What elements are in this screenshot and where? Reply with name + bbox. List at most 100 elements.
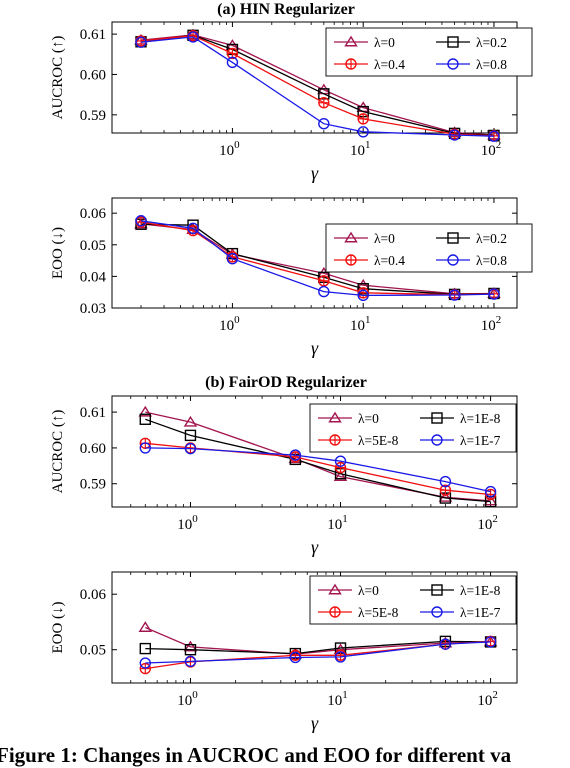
data-point	[226, 56, 239, 69]
legend-label: λ=0.2	[476, 35, 507, 50]
x-tick-label: 100	[219, 314, 240, 334]
data-point	[488, 130, 500, 142]
legend-marker	[345, 58, 357, 70]
data-point	[183, 415, 198, 427]
y-axis-label: EOO (↓)	[50, 227, 66, 279]
legend-label: λ=0.4	[374, 253, 405, 268]
series-line	[145, 641, 491, 664]
plot-frame	[111, 21, 518, 134]
x-tick-label: 102	[477, 513, 498, 533]
data-point	[187, 222, 199, 235]
data-point	[184, 644, 197, 656]
series-line	[145, 640, 491, 655]
legend: λ=0 λ=0.2 λ=0.4 λ=0.8	[325, 223, 533, 273]
y-tick-label: 0.60	[80, 67, 106, 83]
y-axis-label: AUCROC (↑)	[50, 36, 66, 120]
data-point	[488, 288, 500, 300]
legend-label: λ=5E-8	[358, 433, 399, 448]
x-tick-label: 102	[477, 689, 498, 709]
x-tick-label: 101	[350, 139, 371, 159]
plot-frame	[111, 571, 518, 684]
x-tick-label: 102	[481, 314, 502, 334]
section-title-a: (a) HIN Regularizer	[217, 1, 355, 18]
legend-marker	[329, 606, 341, 618]
legend-label: λ=5E-8	[358, 605, 399, 620]
data-point	[357, 126, 369, 138]
data-point	[135, 36, 147, 48]
y-tick-label: 0.59	[80, 108, 106, 124]
legend-marker	[431, 606, 443, 618]
data-point	[289, 649, 302, 661]
legend-box	[309, 575, 517, 625]
legend-box	[325, 27, 533, 77]
legend-marker	[344, 35, 358, 47]
legend-label: λ=0	[358, 411, 379, 426]
legend: λ=0 λ=1E-8 λ=5E-8 λ=1E-7	[309, 403, 517, 453]
plot-frame	[111, 395, 518, 508]
chart-fairod-eoo: 100 101 102 0.05 0.06 γ EOO (↓) λ=0 λ=1E-8 λ=5E-8…	[50, 571, 518, 733]
data-point	[333, 470, 348, 482]
data-point	[184, 442, 197, 455]
data-point	[334, 461, 347, 474]
x-tick-label: 101	[327, 513, 348, 533]
data-point	[334, 455, 347, 467]
legend-label: λ=1E-7	[460, 433, 501, 448]
legend-marker	[328, 583, 342, 595]
y-axis-label: EOO (↓)	[50, 601, 66, 653]
data-point	[187, 31, 199, 43]
legend-marker	[328, 411, 342, 423]
data-point	[184, 655, 197, 668]
legend-label: λ=1E-8	[460, 583, 501, 598]
x-axis-label: γ	[311, 537, 319, 557]
data-point	[318, 275, 330, 287]
figure-caption: Figure 1: Changes in AUCROC and EOO for …	[0, 743, 512, 767]
legend-label: λ=0.2	[476, 231, 507, 246]
legend-marker	[447, 36, 459, 48]
x-tick-label: 101	[350, 314, 371, 334]
series-line	[140, 36, 495, 137]
y-tick-label: 0.05	[80, 643, 106, 659]
legend-marker	[447, 232, 459, 244]
series-line	[145, 447, 491, 493]
series-line	[140, 220, 495, 297]
legend-marker	[447, 254, 459, 266]
y-tick-label: 0.61	[80, 405, 106, 421]
y-axis-label: AUCROC (↑)	[50, 410, 66, 494]
legend-marker	[447, 58, 459, 70]
x-tick-label: 101	[327, 689, 348, 709]
data-point	[448, 289, 461, 301]
data-point	[139, 642, 151, 655]
y-tick-label: 0.03	[80, 301, 106, 317]
legend: λ=0 λ=0.2 λ=0.4 λ=0.8	[325, 27, 533, 77]
x-tick-label: 100	[177, 513, 198, 533]
chart-hin-aucroc: 100 101 102 0.59 0.60 0.61 γ AUCROC (↑) λ=0 λ=0.2…	[50, 21, 533, 183]
data-point	[139, 442, 151, 454]
data-point	[357, 113, 369, 125]
legend-label: λ=0.4	[374, 57, 405, 72]
data-point	[138, 405, 153, 417]
legend-label: λ=0.8	[476, 253, 507, 268]
legend-label: λ=0	[358, 583, 379, 598]
legend: λ=0 λ=1E-8 λ=5E-8 λ=1E-7	[309, 575, 517, 625]
data-point	[184, 429, 197, 442]
x-tick-label: 100	[219, 139, 240, 159]
series-line	[145, 442, 491, 496]
data-point	[135, 215, 147, 227]
legend-label: λ=1E-7	[460, 605, 501, 620]
data-point	[226, 252, 239, 265]
data-point	[183, 640, 198, 652]
legend-label: λ=0	[374, 231, 395, 246]
series-line	[145, 418, 491, 503]
data-point	[484, 636, 497, 648]
legend-marker	[431, 584, 443, 596]
legend-box	[309, 403, 517, 453]
legend-label: λ=1E-8	[460, 411, 501, 426]
x-axis-label: γ	[311, 163, 319, 183]
legend-label: λ=0.8	[476, 57, 507, 72]
chart-fairod-aucroc: 100 101 102 0.59 0.60 0.61 γ AUCROC (↑) λ=0 λ=1E-…	[50, 395, 518, 557]
legend-marker	[345, 254, 357, 266]
x-tick-label: 100	[177, 689, 198, 709]
x-axis-label: γ	[311, 338, 319, 358]
data-point	[138, 621, 153, 632]
